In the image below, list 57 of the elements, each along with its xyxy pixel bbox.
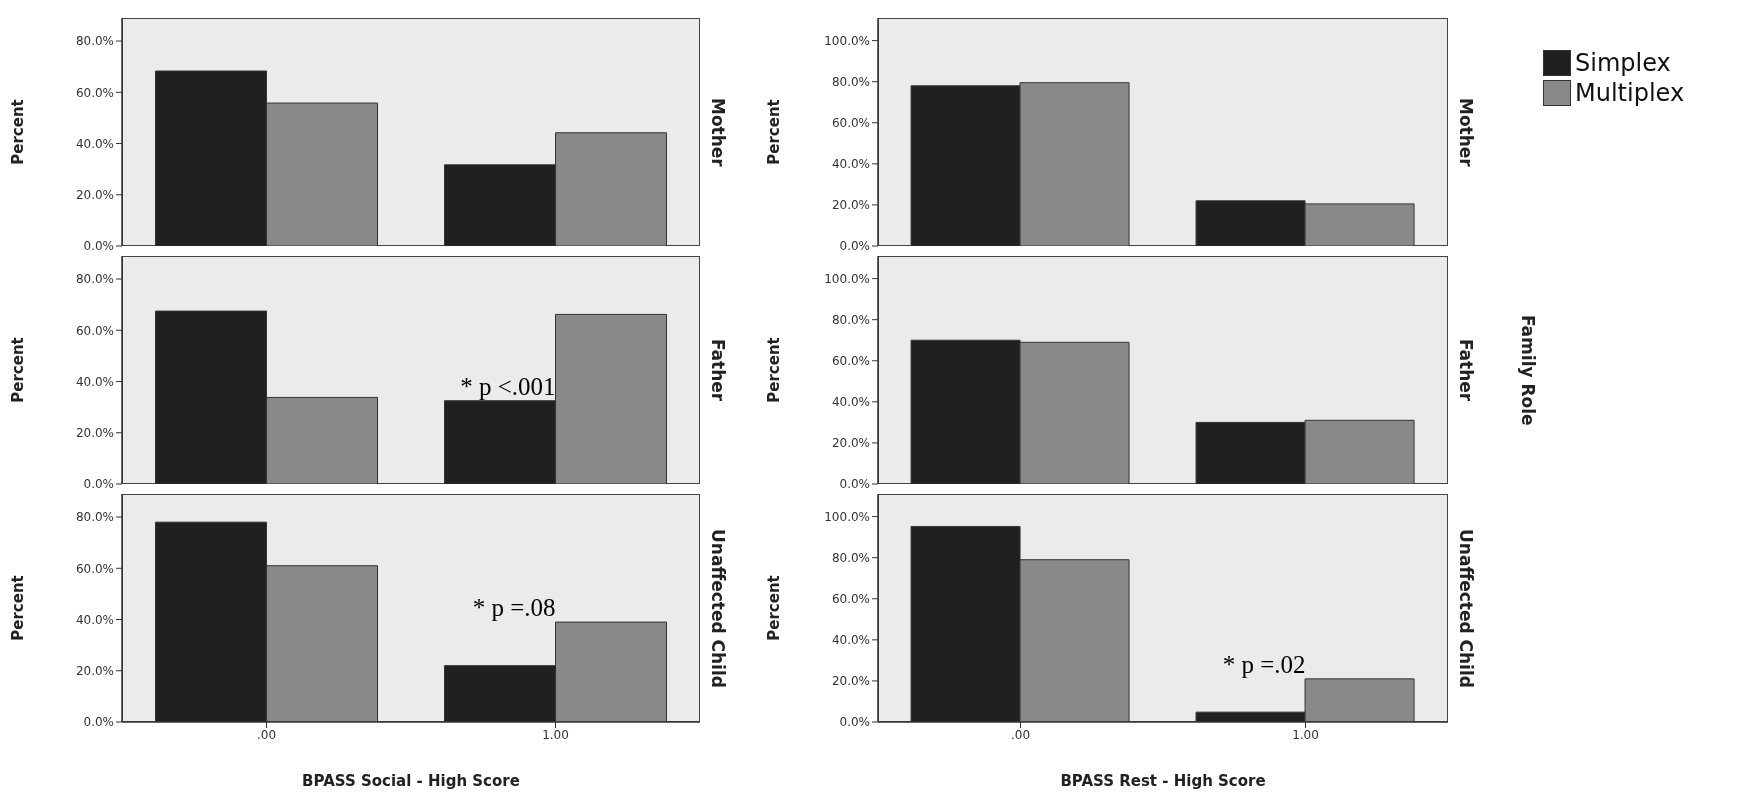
y-tick-label: 80.0% — [75, 510, 114, 525]
y-tick-label: 60.0% — [75, 85, 114, 100]
y-tick-label: 80.0% — [75, 34, 114, 49]
x-tick-label: 1.00 — [542, 727, 569, 742]
y-tick-label: 100.0% — [824, 271, 870, 286]
y-axis-title: Percent — [9, 99, 28, 165]
y-axis-title: Percent — [765, 337, 784, 403]
y-tick-label: 80.0% — [75, 272, 114, 287]
x-tick-label: 1.00 — [1292, 727, 1319, 742]
x-tick-label: .00 — [1010, 727, 1031, 742]
annotation: * p =.02 — [1222, 650, 1306, 678]
y-tick-label: 0.0% — [83, 477, 114, 492]
annotation: * p =.08 — [472, 594, 556, 622]
annotation: * p <.001 — [460, 372, 556, 400]
y-tick-label: 60.0% — [831, 592, 870, 607]
y-tick-label: 20.0% — [831, 674, 870, 689]
y-tick-label: 40.0% — [831, 633, 870, 648]
x-axis-title: BPASS Rest - High Score — [1060, 772, 1266, 790]
y2-axis-title: Unaffected Child — [708, 528, 728, 688]
y-tick-label: 20.0% — [831, 198, 870, 213]
y2-axis-title: Mother — [708, 97, 728, 167]
y-tick-label: 80.0% — [831, 74, 870, 89]
y-tick-label: 40.0% — [75, 612, 114, 627]
y-axis-title: Percent — [9, 337, 28, 403]
y-tick-label: 20.0% — [75, 188, 114, 203]
y-tick-label: 20.0% — [75, 664, 114, 679]
y-axis-title: Percent — [9, 575, 28, 641]
y-tick-label: 60.0% — [75, 323, 114, 338]
y-axis-title: Percent — [765, 575, 784, 641]
y2-axis-title: Mother — [1456, 97, 1476, 167]
x-tick-label: .00 — [256, 727, 277, 742]
y-tick-label: 40.0% — [831, 157, 870, 172]
y-tick-label: 20.0% — [831, 436, 870, 451]
legend-label: Multiplex — [1575, 79, 1685, 107]
y-tick-label: 60.0% — [831, 354, 870, 369]
y-tick-label: 60.0% — [831, 116, 870, 131]
y-tick-label: 100.0% — [824, 509, 870, 524]
y-tick-label: 80.0% — [831, 550, 870, 565]
y-tick-label: 60.0% — [75, 561, 114, 576]
y2-axis-title: Father — [708, 338, 728, 402]
y-tick-label: 0.0% — [839, 715, 870, 730]
y-tick-label: 40.0% — [75, 136, 114, 151]
y-tick-label: 100.0% — [824, 33, 870, 48]
x-axis-title: BPASS Social - High Score — [302, 772, 520, 790]
y-tick-label: 80.0% — [831, 312, 870, 327]
y-tick-label: 20.0% — [75, 426, 114, 441]
y-tick-label: 0.0% — [83, 715, 114, 730]
y2-axis-title: Father — [1456, 338, 1476, 402]
y-tick-label: 40.0% — [831, 395, 870, 410]
y-tick-label: 0.0% — [839, 239, 870, 254]
legend-label: Simplex — [1575, 49, 1671, 77]
text: Family Role — [1518, 314, 1538, 426]
y-tick-label: 0.0% — [839, 477, 870, 492]
y-axis-title: Percent — [765, 99, 784, 165]
y-tick-label: 40.0% — [75, 374, 114, 389]
y2-axis-title: Unaffected Child — [1456, 528, 1476, 688]
y-tick-label: 0.0% — [83, 239, 114, 254]
